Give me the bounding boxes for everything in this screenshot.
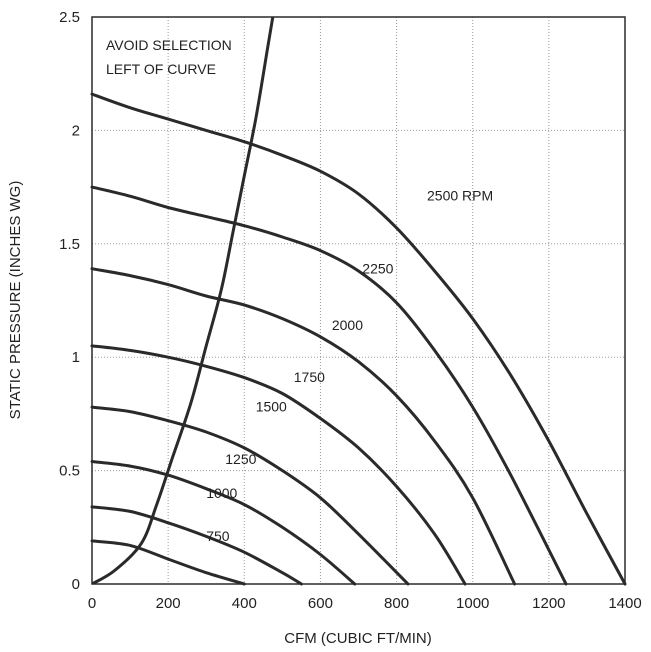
curve-label-7: 2500 RPM [427,188,493,204]
rpm-curve-2500-rpm [90,92,627,586]
y-tick-label: 1 [72,349,80,366]
y-tick-label: 2.5 [59,9,80,26]
rpm-curve-2000 [90,267,517,586]
x-tick-label: 600 [308,595,333,612]
curve-label-0: 750 [206,528,230,544]
curve-label-2: 1250 [225,451,256,467]
annotation-line-2: LEFT OF CURVE [106,61,216,77]
y-tick-label: 0.5 [59,463,80,480]
x-axis-title: CFM (CUBIC FT/MIN) [284,630,431,647]
plot-frame [91,16,626,585]
curve-labels: 750 1000 1250 1500 1750 2000 2250 2500 RPM [206,188,493,544]
curve-label-4: 1750 [294,369,325,385]
x-tick-label: 200 [156,595,181,612]
y-tick-label: 2 [72,122,80,139]
avoid-selection-curve [92,17,275,584]
x-tick-label: 800 [384,595,409,612]
curve-label-6: 2250 [362,260,393,276]
curve-label-3: 1500 [256,399,287,415]
avoid-selection-limit-curve [92,17,275,584]
y-tick-label: 1.5 [59,236,80,253]
grid-lines [91,16,626,585]
curve-label-1: 1000 [206,485,237,501]
tick-labels: 0 200 400 600 800 1000 1200 1400 0 0.5 1 1.5 2 2.5 [59,9,642,612]
x-tick-label: 1400 [608,595,641,612]
x-tick-label: 1200 [532,595,565,612]
rpm-curve-1250 [90,460,357,586]
rpm-curve-1500 [90,405,410,586]
y-tick-label: 0 [72,576,80,593]
x-tick-label: 400 [232,595,257,612]
rpm-curve-2250 [90,185,568,586]
annotation-line-1: AVOID SELECTION [106,37,232,53]
rpm-curve-1750 [90,344,467,586]
rpm-curve-1000 [90,505,303,586]
curve-label-5: 2000 [332,317,363,333]
y-axis-title: STATIC PRESSURE (INCHES WG) [7,181,24,420]
x-tick-label: 0 [88,595,96,612]
rpm-curves [90,92,627,586]
x-tick-label: 1000 [456,595,489,612]
rpm-curve-750 [90,539,246,586]
